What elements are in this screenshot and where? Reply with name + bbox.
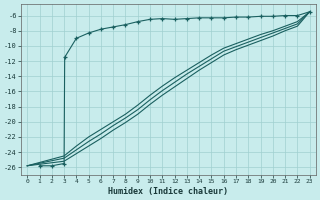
- X-axis label: Humidex (Indice chaleur): Humidex (Indice chaleur): [108, 187, 228, 196]
